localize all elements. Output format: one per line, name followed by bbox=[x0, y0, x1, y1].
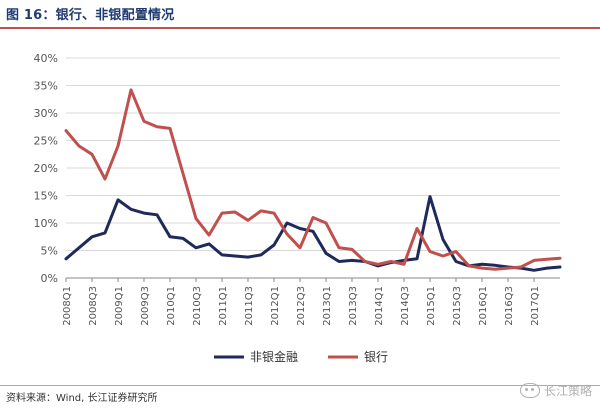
y-tick-label: 30% bbox=[34, 107, 58, 120]
x-tick-label: 2016Q1 bbox=[478, 286, 489, 326]
series-lines bbox=[64, 88, 562, 272]
legend-label: 非银金融 bbox=[250, 349, 298, 364]
x-axis: 2008Q1 2008Q3 2009Q1 2009Q3 2010Q1 2010Q3 2011… bbox=[62, 278, 541, 326]
source-note: 资料来源：Wind, 长江证券研究所 bbox=[6, 393, 158, 404]
title-divider bbox=[0, 27, 600, 29]
y-tick-label: 15% bbox=[34, 190, 58, 203]
y-axis-gridlines bbox=[66, 57, 560, 279]
y-tick-label: 25% bbox=[34, 135, 58, 148]
x-tick-label: 2013Q1 bbox=[322, 286, 333, 326]
watermark-text: 长江策略 bbox=[543, 384, 592, 398]
x-tick-label: 2012Q1 bbox=[270, 286, 281, 326]
legend-label: 银行 bbox=[364, 350, 388, 364]
x-tick-label: 2010Q1 bbox=[166, 286, 177, 326]
y-tick-label: 0% bbox=[41, 272, 58, 285]
x-tick-label: 2012Q3 bbox=[296, 286, 307, 326]
x-tick-label: 2011Q3 bbox=[244, 286, 255, 326]
x-tick-label: 2014Q1 bbox=[374, 286, 385, 326]
x-tick-label: 2008Q3 bbox=[88, 286, 99, 326]
line-chart: 0%5%10%15%20%25%30%35%40% 2008Q1 2008Q3 20… bbox=[34, 52, 562, 364]
x-tick-label: 2010Q3 bbox=[192, 286, 203, 326]
x-tick-label: 2015Q1 bbox=[426, 286, 437, 326]
x-tick-label: 2015Q3 bbox=[452, 286, 463, 326]
source-divider bbox=[0, 385, 600, 386]
y-tick-label: 10% bbox=[34, 217, 58, 230]
x-tick-label: 2008Q1 bbox=[62, 286, 73, 326]
x-tick-label: 2009Q3 bbox=[140, 286, 151, 326]
y-tick-label: 40% bbox=[34, 52, 58, 65]
y-tick-label: 20% bbox=[34, 162, 58, 175]
x-tick-label: 2013Q3 bbox=[348, 286, 359, 326]
series-line-bank bbox=[64, 88, 562, 271]
x-tick-label: 2011Q1 bbox=[218, 286, 229, 326]
series-line-nonbank bbox=[64, 195, 562, 272]
watermark: 长江策略 bbox=[519, 382, 592, 399]
figure-title: 图 16：银行、非银配置情况 bbox=[6, 8, 175, 23]
x-tick-label: 2017Q1 bbox=[530, 286, 541, 326]
y-axis-ticks: 0% 5% 10% 15% 20% 25% 30% 35% 40% bbox=[34, 52, 58, 285]
y-tick-label: 35% bbox=[34, 80, 58, 93]
x-tick-label: 2016Q3 bbox=[504, 286, 515, 326]
x-tick-label: 2014Q3 bbox=[400, 286, 411, 326]
x-tick-label: 2009Q1 bbox=[114, 286, 125, 326]
legend: 非银金融 银行 bbox=[214, 349, 388, 364]
wechat-icon bbox=[519, 383, 540, 398]
y-tick-label: 5% bbox=[41, 245, 58, 258]
